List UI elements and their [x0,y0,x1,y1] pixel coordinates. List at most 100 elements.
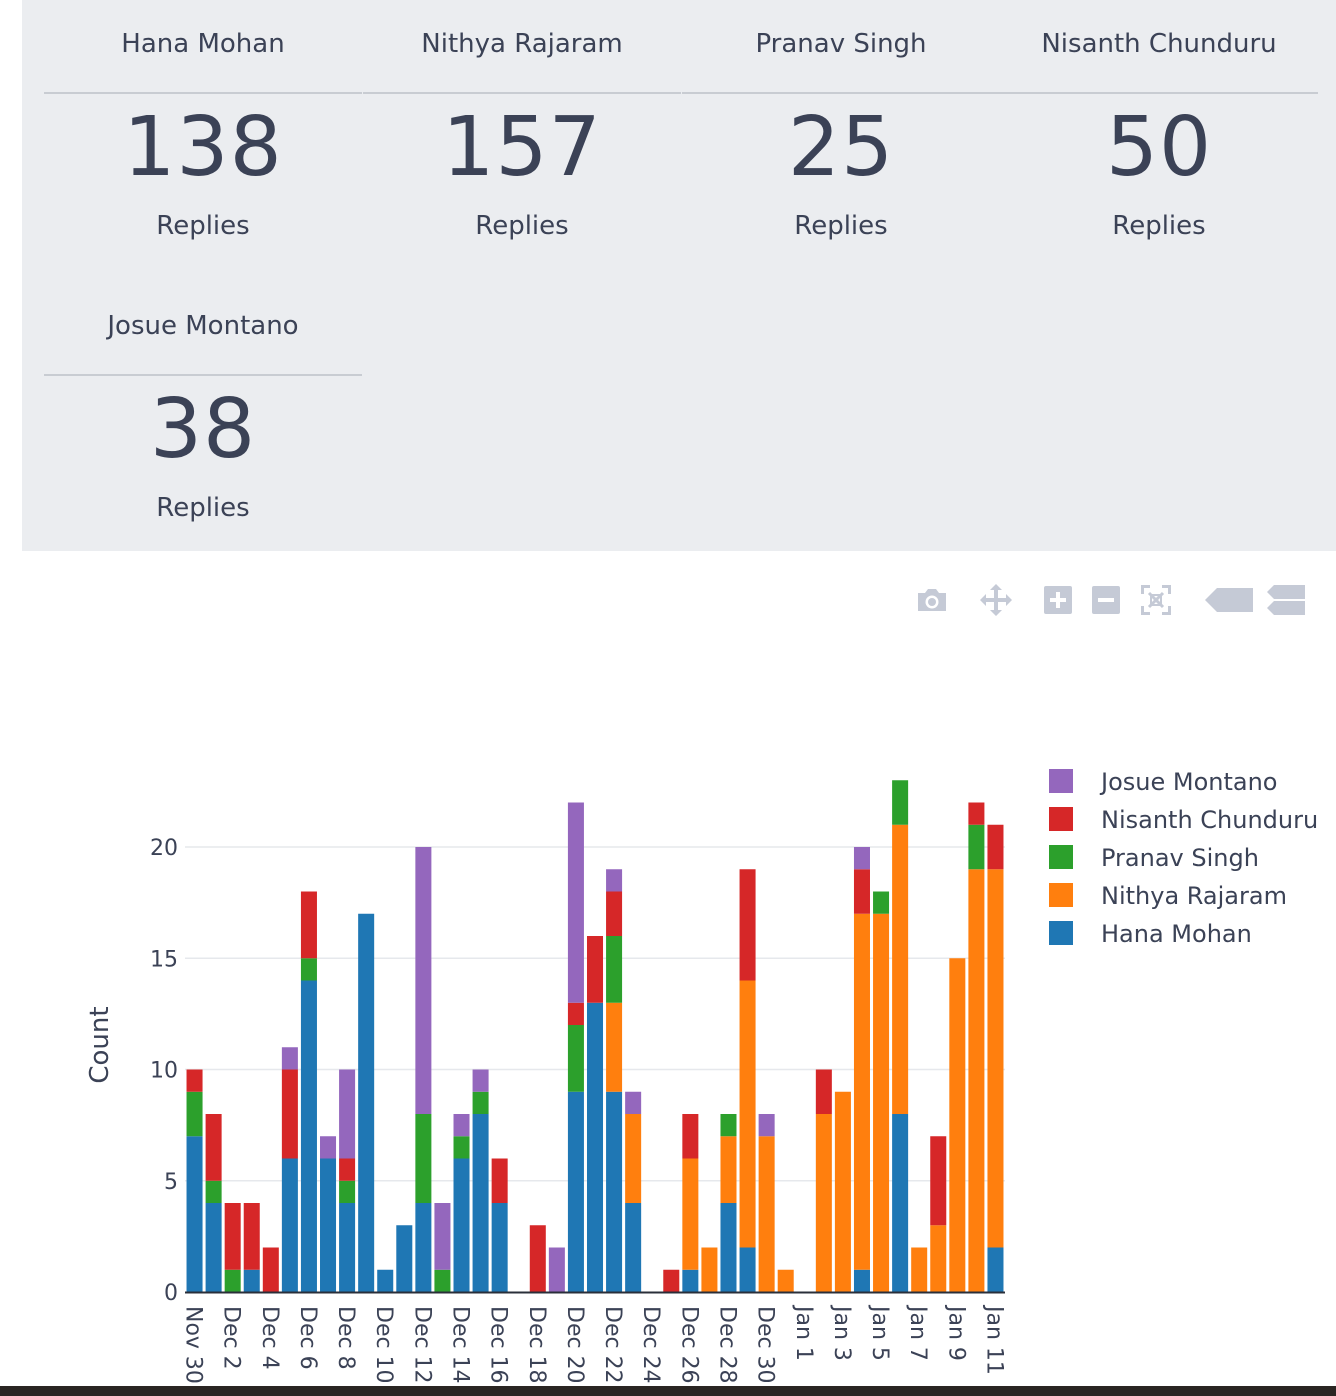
hover-compare-icon[interactable] [1266,582,1306,618]
bar-segment[interactable] [186,1091,203,1137]
bar-segment[interactable] [987,869,1004,1248]
bar-segment[interactable] [815,1069,832,1115]
bar-segment[interactable] [243,1269,260,1292]
bar-segment[interactable] [853,869,870,914]
legend-label[interactable]: Nithya Rajaram [1101,882,1287,910]
legend-label[interactable]: Nisanth Chunduru [1101,806,1318,834]
bar-segment[interactable] [567,802,584,1003]
bar-segment[interactable] [453,1136,470,1159]
legend-swatch[interactable] [1049,807,1073,831]
bar-segment[interactable] [567,1091,584,1292]
bar-segment[interactable] [453,1114,470,1137]
bar-segment[interactable] [625,1091,642,1114]
bar-segment[interactable] [205,1203,222,1292]
bar-segment[interactable] [186,1136,203,1292]
bar-segment[interactable] [949,958,966,1292]
bar-segment[interactable] [606,869,623,892]
bar-segment[interactable] [758,1114,775,1137]
bar-segment[interactable] [968,869,985,1292]
bar-segment[interactable] [606,1002,623,1092]
bar-segment[interactable] [892,780,909,825]
bar-segment[interactable] [586,936,604,1003]
bar-segment[interactable] [815,1114,832,1292]
bar-segment[interactable] [853,913,870,1270]
bar-segment[interactable] [567,1002,584,1025]
bar-segment[interactable] [320,1158,337,1293]
bar-segment[interactable] [777,1269,794,1292]
bar-segment[interactable] [739,980,756,1248]
bar-segment[interactable] [472,1091,489,1114]
bar-segment[interactable] [987,824,1004,870]
bar-segment[interactable] [548,1247,565,1293]
bar-segment[interactable] [300,958,317,981]
bar-segment[interactable] [625,1114,642,1203]
bar-segment[interactable] [339,1069,356,1159]
bar-segment[interactable] [491,1158,508,1204]
legend-swatch[interactable] [1049,769,1073,793]
bar-segment[interactable] [739,869,756,981]
legend-swatch[interactable] [1049,921,1073,945]
bar-segment[interactable] [911,1247,928,1293]
legend-label[interactable]: Josue Montano [1099,768,1277,796]
bar-segment[interactable] [339,1158,356,1181]
bar-segment[interactable] [873,891,890,914]
bar-segment[interactable] [281,1158,298,1293]
bar-segment[interactable] [663,1269,680,1292]
bar-segment[interactable] [892,1114,909,1292]
bar-segment[interactable] [529,1225,546,1292]
bar-segment[interactable] [339,1203,356,1292]
bar-segment[interactable] [205,1114,222,1181]
bar-segment[interactable] [682,1114,699,1159]
bar-segment[interactable] [453,1158,470,1293]
bar-segment[interactable] [300,891,317,959]
legend-swatch[interactable] [1049,883,1073,907]
legend-label[interactable]: Pranav Singh [1101,844,1259,872]
legend-label[interactable]: Hana Mohan [1101,920,1252,948]
bar-segment[interactable] [720,1136,737,1203]
bar-segment[interactable] [720,1203,737,1292]
camera-icon[interactable] [912,582,952,618]
bar-segment[interactable] [491,1203,508,1292]
bar-segment[interactable] [567,1025,584,1092]
bar-segment[interactable] [300,980,317,1293]
bar-segment[interactable] [739,1247,756,1293]
bar-segment[interactable] [682,1269,699,1292]
bar-segment[interactable] [892,824,909,1114]
bar-segment[interactable] [472,1114,489,1292]
bar-segment[interactable] [930,1136,947,1226]
bar-segment[interactable] [224,1203,241,1270]
bar-segment[interactable] [682,1158,699,1270]
bar-segment[interactable] [434,1269,451,1292]
bar-segment[interactable] [701,1247,718,1293]
bar-segment[interactable] [281,1069,298,1159]
bar-segment[interactable] [358,913,375,1292]
bar-segment[interactable] [262,1247,279,1293]
bar-segment[interactable] [415,1203,432,1292]
bar-segment[interactable] [606,891,623,937]
bar-segment[interactable] [930,1225,947,1292]
bar-segment[interactable] [853,847,870,870]
autoscale-icon[interactable] [1138,582,1174,618]
bar-segment[interactable] [224,1269,241,1292]
bar-segment[interactable] [472,1069,489,1092]
bar-segment[interactable] [320,1136,337,1159]
bar-segment[interactable] [281,1047,298,1070]
pan-icon[interactable] [976,582,1016,618]
bar-segment[interactable] [625,1203,642,1292]
bar-segment[interactable] [606,936,623,1003]
bar-segment[interactable] [758,1136,775,1292]
bar-segment[interactable] [377,1269,394,1292]
bar-segment[interactable] [968,802,985,825]
bar-segment[interactable] [396,1225,413,1292]
legend-swatch[interactable] [1049,845,1073,869]
bar-segment[interactable] [606,1091,623,1292]
bar-segment[interactable] [586,1002,604,1292]
bar-segment[interactable] [853,1269,870,1292]
zoom-in-icon[interactable] [1042,582,1074,618]
bar-segment[interactable] [186,1069,203,1092]
bar-segment[interactable] [415,1114,432,1203]
bar-segment[interactable] [834,1091,851,1292]
bar-segment[interactable] [243,1203,260,1270]
bar-segment[interactable] [987,1247,1004,1293]
bar-segment[interactable] [415,847,432,1114]
